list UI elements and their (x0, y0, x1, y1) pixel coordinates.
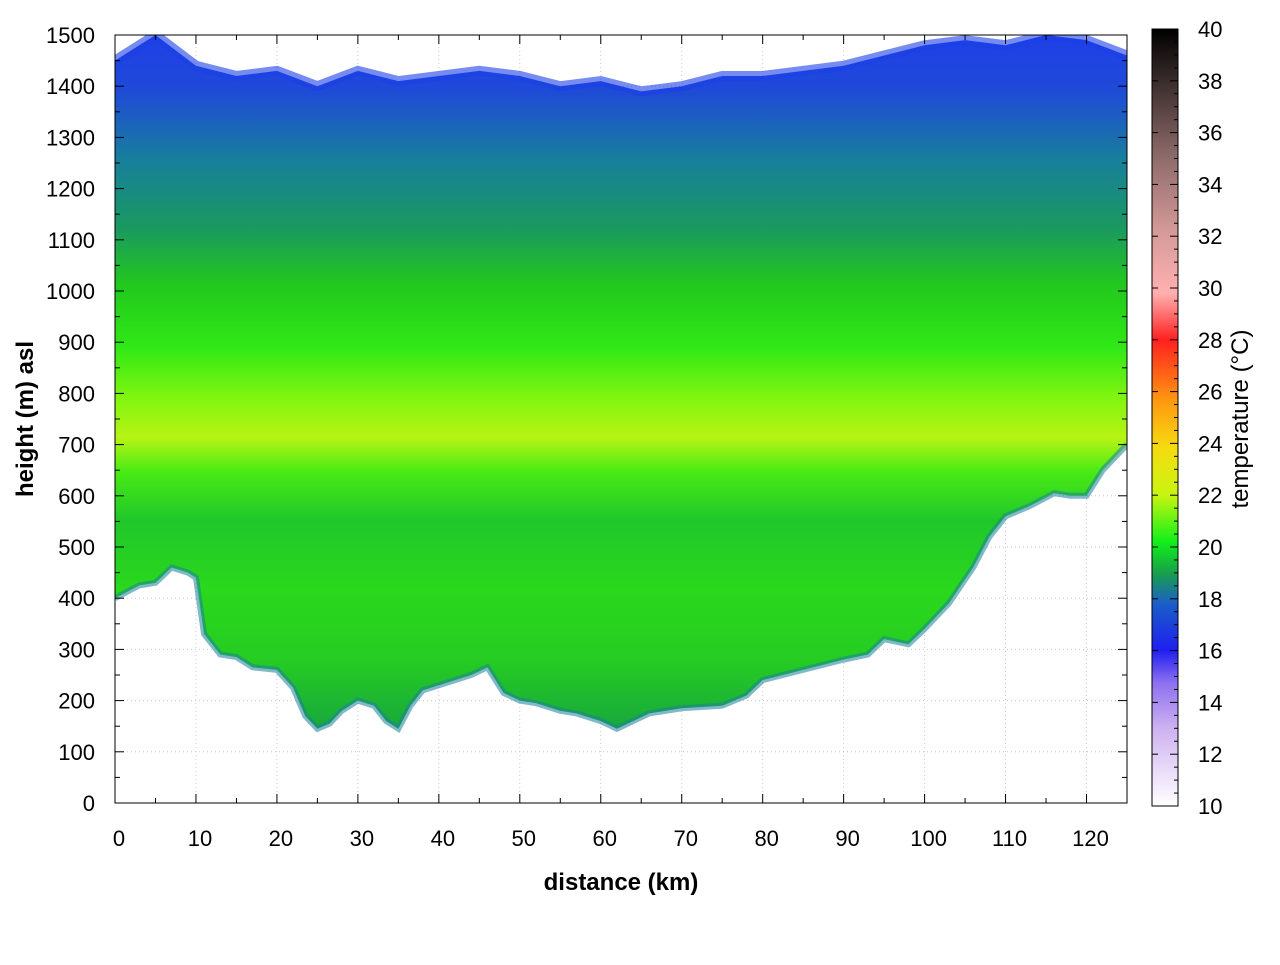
x-tick-label: 80 (754, 826, 778, 851)
x-tick-label: 30 (350, 826, 374, 851)
colorbar-tick-label: 30 (1198, 276, 1222, 301)
y-tick-label: 1300 (46, 125, 95, 150)
y-tick-label: 300 (58, 637, 95, 662)
colorbar (1151, 28, 1179, 807)
colorbar-tick-label: 24 (1198, 431, 1222, 456)
colorbar-title: temperature (°C) (1227, 330, 1254, 509)
lower-boundary (115, 442, 1127, 734)
y-tick-label: 900 (58, 330, 95, 355)
temperature-field (115, 35, 1127, 734)
axis-ticks (114, 34, 1127, 804)
x-tick-label: 40 (431, 826, 455, 851)
y-tick-label: 200 (58, 689, 95, 714)
x-tick-labels: 0 10 20 30 40 50 60 70 80 90 100 110 120 (113, 826, 1109, 851)
colorbar-tick-label: 26 (1198, 380, 1222, 405)
upper-boundary (115, 35, 1127, 97)
colorbar-tick-label: 32 (1198, 224, 1222, 249)
x-tick-label: 10 (188, 826, 212, 851)
y-tick-labels: 0 100 200 300 400 500 600 700 800 900 1000 1100 1200… (46, 23, 95, 816)
x-tick-label: 50 (512, 826, 536, 851)
x-tick-label: 60 (593, 826, 617, 851)
colorbar-ticks: 10 12 14 16 18 20 22 24 26 28 30 32 34 36 38 40 (1152, 17, 1222, 819)
colorbar-tick-label: 16 (1198, 639, 1222, 664)
y-tick-label: 1400 (46, 74, 95, 99)
data-region (115, 35, 1127, 729)
y-tick-label: 100 (58, 740, 95, 765)
colorbar-tick-label: 20 (1198, 535, 1222, 560)
x-tick-label: 70 (673, 826, 697, 851)
colorbar-tick-label: 28 (1198, 328, 1222, 353)
colorbar-tick-label: 36 (1198, 121, 1222, 146)
colorbar-tick-label: 40 (1198, 17, 1222, 42)
y-tick-label: 0 (83, 791, 95, 816)
y-tick-label: 800 (58, 381, 95, 406)
x-tick-label: 20 (269, 826, 293, 851)
colorbar-tick-label: 18 (1198, 587, 1222, 612)
colorbar-tick-label: 34 (1198, 172, 1222, 197)
x-axis-title: distance (km) (544, 869, 699, 896)
colorbar-tick-label: 22 (1198, 483, 1222, 508)
x-tick-label: 110 (992, 826, 1027, 851)
colorbar-tick-label: 10 (1198, 794, 1222, 819)
y-tick-label: 1000 (46, 279, 95, 304)
y-axis-title: height (m) asl (12, 341, 39, 497)
x-tick-label: 0 (113, 826, 125, 851)
colorbar-tick-label: 38 (1198, 69, 1222, 94)
x-tick-label: 100 (910, 826, 947, 851)
y-tick-label: 400 (58, 586, 95, 611)
colorbar-tick-label: 14 (1198, 690, 1222, 715)
y-tick-label: 600 (58, 484, 95, 509)
x-tick-label: 120 (1072, 826, 1109, 851)
y-tick-label: 700 (58, 433, 95, 458)
y-tick-label: 500 (58, 535, 95, 560)
y-tick-label: 1200 (46, 177, 95, 202)
y-tick-label: 1500 (46, 23, 95, 48)
colorbar-tick-label: 12 (1198, 742, 1222, 767)
y-tick-label: 1100 (48, 228, 95, 253)
x-tick-label: 90 (835, 826, 859, 851)
